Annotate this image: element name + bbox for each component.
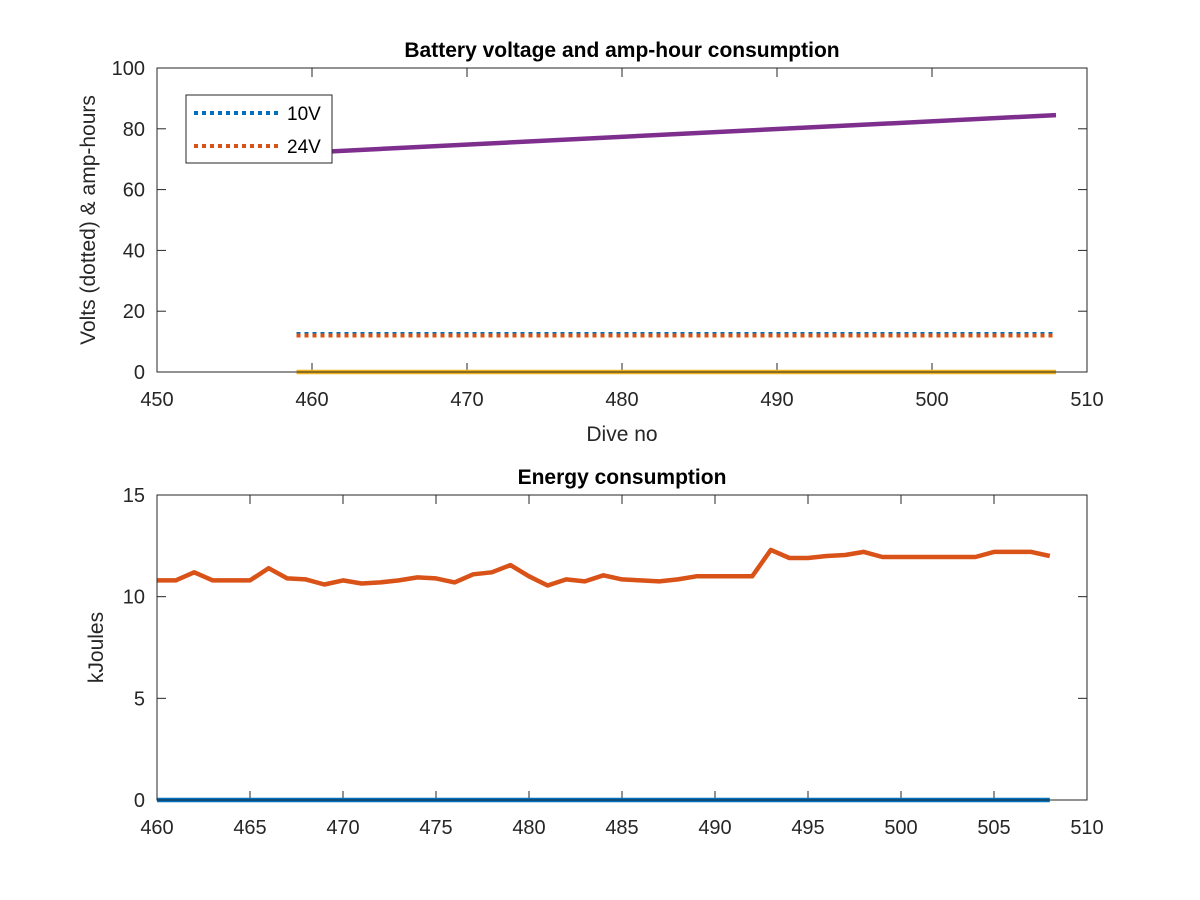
battery-y-axis-label: Volts (dotted) & amp-hours	[77, 95, 100, 345]
battery-x-tick-label: 450	[140, 389, 173, 411]
battery-x-tick-label: 490	[760, 389, 793, 411]
battery-voltage-subplot: 450 460 470 480 490 500 510 0 20 40 60 80 100 Batter…	[77, 39, 1104, 446]
energy-y-tick-label: 15	[123, 485, 145, 507]
energy-x-tick-label: 460	[140, 817, 173, 839]
battery-y-tick-label: 60	[123, 180, 145, 202]
battery-x-tick-label: 470	[450, 389, 483, 411]
battery-y-tick-label: 20	[123, 301, 145, 323]
energy-x-tick-label: 475	[419, 817, 452, 839]
energy-axes-box	[156, 494, 1088, 801]
energy-y-axis-label: kJoules	[85, 612, 108, 683]
battery-legend: 10V 24V	[185, 94, 333, 164]
legend-box	[185, 94, 333, 164]
energy-consumption-subplot: 460 465 470 475 480 485 490 495 500 505 510051015 …	[85, 466, 1104, 839]
energy-series-0-line	[157, 547, 1051, 588]
energy-x-tick-label: 500	[884, 817, 917, 839]
energy-x-tick-label: 510	[1070, 817, 1103, 839]
battery-x-tick-label: 460	[295, 389, 328, 411]
energy-x-tick-label: 495	[791, 817, 824, 839]
battery-chart-title: Battery voltage and amp-hour consumption	[404, 39, 839, 62]
energy-x-tick-label: 505	[977, 817, 1010, 839]
battery-y-tick-label: 80	[123, 119, 145, 141]
battery-x-tick-label: 480	[605, 389, 638, 411]
legend-label-24v: 24V	[287, 137, 321, 158]
battery-tick-labels: 450 460 470 480 490 500 510 0 20 40 60 80 100	[112, 58, 1104, 411]
battery-axes-box	[156, 67, 1088, 373]
energy-y-tick-label: 5	[134, 688, 145, 710]
energy-chart-title: Energy consumption	[518, 466, 727, 489]
energy-x-tick-label: 465	[233, 817, 266, 839]
battery-y-tick-label: 0	[134, 362, 145, 384]
battery-x-tick-label: 500	[915, 389, 948, 411]
legend-label-10v: 10V	[287, 104, 321, 125]
energy-x-tick-label: 480	[512, 817, 545, 839]
energy-x-tick-label: 490	[698, 817, 731, 839]
battery-x-tick-label: 510	[1070, 389, 1103, 411]
energy-plot-area	[157, 495, 1087, 800]
energy-y-tick-label: 10	[123, 587, 145, 609]
battery-x-axis-label: Dive no	[586, 423, 657, 446]
battery-y-tick-label: 100	[112, 58, 145, 80]
energy-y-tick-label: 0	[134, 790, 145, 812]
battery-y-tick-label: 40	[123, 240, 145, 262]
energy-x-tick-label: 485	[605, 817, 638, 839]
battery-series-3-line	[296, 112, 1057, 156]
energy-x-tick-label: 470	[326, 817, 359, 839]
